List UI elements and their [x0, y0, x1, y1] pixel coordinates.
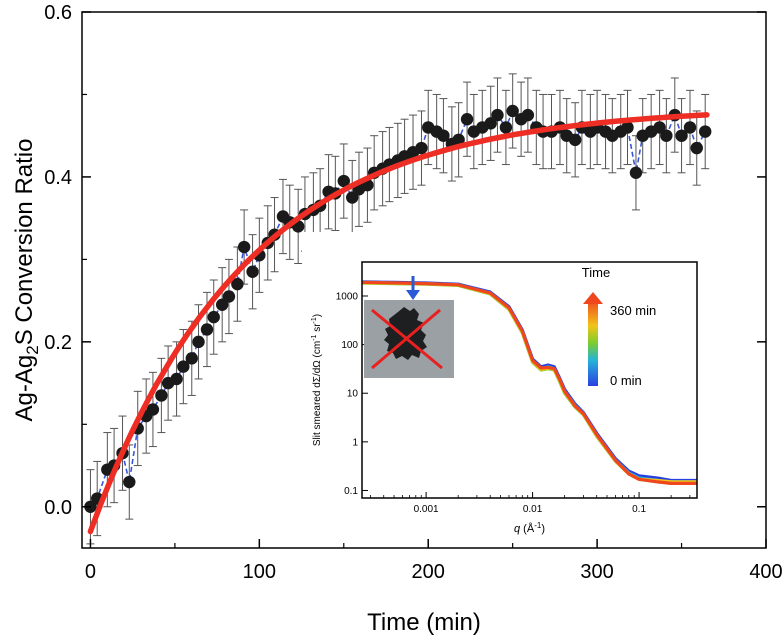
x-tick-label: 400 [749, 561, 782, 583]
particle-image [364, 300, 454, 378]
legend-max-label: 360 min [610, 303, 656, 318]
y-axis-ticks: 0.0 0.2 0.4 0.6 [44, 2, 766, 519]
data-point [690, 141, 703, 155]
y-tick-label: 0.6 [44, 2, 72, 24]
data-point [460, 113, 474, 126]
legend-min-label: 0 min [610, 373, 642, 388]
inset-chart: 0.001 0.01 0.1 0.1 1 10 100 1000 q (Å-1) Slit … [302, 232, 701, 535]
y-tick-label: 0.4 [44, 167, 72, 189]
inset-y-axis-label: Slit smeared dΣ/dΩ (cm-1 sr-1) [311, 314, 323, 446]
data-point [675, 129, 688, 142]
data-point [231, 277, 244, 291]
data-point [346, 191, 359, 204]
x-tick-label: 200 [412, 561, 445, 583]
data-point [437, 129, 450, 142]
data-point [415, 141, 428, 155]
inset-series-line [361, 280, 697, 485]
data-point [155, 389, 168, 402]
data-point [123, 475, 136, 489]
inset-y-tick-label: 1 [352, 437, 358, 448]
data-point [491, 108, 504, 122]
inset-scattering-curves [361, 280, 697, 485]
data-point [699, 125, 712, 138]
data-point [337, 174, 350, 188]
data-point [521, 108, 535, 122]
data-point [192, 335, 205, 349]
data-point [621, 121, 634, 134]
data-point [568, 133, 582, 147]
inset-x-axis-ticks: 0.001 0.01 0.1 [370, 492, 691, 515]
x-axis-label: Time (min) [367, 609, 481, 636]
inset-x-tick-label: 0.001 [414, 504, 439, 515]
data-point [629, 166, 643, 179]
data-point [484, 117, 497, 130]
fit-curve [87, 112, 710, 535]
data-point [177, 360, 190, 373]
data-point [170, 372, 183, 386]
x-axis-ticks: 0 100 200 300 400 [85, 539, 783, 583]
data-point [215, 298, 229, 311]
x-tick-label: 300 [580, 561, 613, 583]
data-point [506, 104, 519, 118]
y-axis-label: Ag-Ag2S Conversion Ratio [11, 139, 42, 422]
down-arrow-icon [406, 276, 420, 300]
main-plot-frame [81, 11, 767, 549]
inset-x-tick-label: 0.1 [632, 504, 646, 515]
inset-x-axis-label: q (Å-1) [514, 521, 545, 535]
data-point [660, 129, 673, 142]
inset-y-tick-label: 10 [347, 389, 359, 400]
inset-x-tick-label: 0.01 [523, 504, 543, 515]
data-point [222, 290, 236, 303]
data-point [207, 310, 220, 324]
main-chart: 0 100 200 300 400 0.0 0.2 0.4 0.6 Time (min) Ag… [11, 2, 783, 636]
legend-title: Time [582, 265, 610, 280]
data-point [185, 352, 198, 365]
x-tick-label: 100 [243, 561, 276, 583]
data-point [237, 240, 251, 254]
inset-y-tick-label: 100 [341, 340, 358, 351]
legend-color-bar [588, 300, 598, 386]
data-point [499, 121, 513, 134]
y-tick-label: 0.2 [44, 332, 72, 354]
cross-line-icon [371, 308, 441, 370]
inset-y-tick-label: 1000 [336, 291, 359, 302]
data-point [200, 323, 214, 336]
legend-arrow-up-icon [583, 292, 603, 304]
data-point [653, 121, 666, 134]
data-point [683, 121, 697, 134]
data-point [246, 265, 259, 278]
inset-y-tick-label: 0.1 [344, 486, 358, 497]
y-tick-label: 0.0 [44, 497, 72, 519]
x-tick-label: 0 [85, 561, 96, 583]
data-point [146, 403, 160, 416]
inset-y-axis-ticks: 0.1 1 10 100 1000 [336, 291, 368, 497]
inset-plot-frame [361, 261, 698, 499]
